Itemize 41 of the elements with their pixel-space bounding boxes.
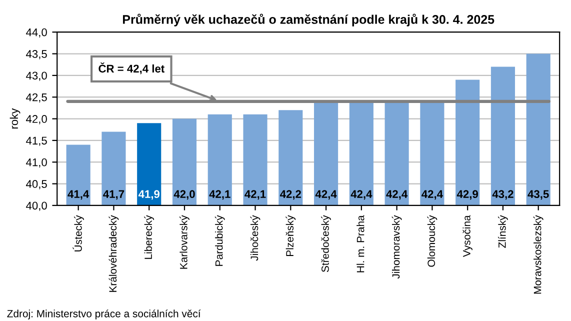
y-tick-label: 42,5 — [26, 93, 47, 103]
x-tick-label: Karlovarský — [180, 215, 190, 269]
text: Zdroj: Ministerstvo práce a sociálních věcí — [7, 310, 201, 320]
x-tick-label: Středočeský — [321, 215, 331, 272]
x-tick-label: Olomoucký — [427, 215, 438, 267]
y-tick-label: 41,0 — [26, 158, 47, 168]
chart-title: Průměrný věk uchazečů o zaměstnání podle krajů k 30. 4. 2025 — [122, 14, 494, 26]
y-tick-label: 40,0 — [26, 202, 47, 211]
data-label: 43,2 — [492, 190, 514, 200]
x-tick-label: Plzeňský — [286, 215, 296, 256]
x-tick-label: Jihočeský — [250, 215, 260, 261]
data-label: 42,4 — [315, 190, 337, 200]
data-label: 41,4 — [68, 190, 90, 200]
x-tick-label: Ústecký — [72, 215, 84, 252]
data-label: 43,5 — [528, 190, 549, 200]
data-label: 41,7 — [103, 190, 124, 200]
x-tick-label: Hl. m. Praha — [356, 215, 364, 272]
ref-line-label: ČR = 42,4 let — [98, 62, 164, 74]
data-label: 42,1 — [244, 190, 266, 200]
y-tick-label: 41,5 — [26, 136, 47, 146]
x-tick-label: Královéhradecký — [108, 215, 119, 292]
y-axis-title: roky — [10, 108, 20, 129]
data-label: 41,9 — [138, 190, 160, 200]
y-tick-label: 43,0 — [26, 72, 47, 81]
x-tick-label: Pardubický — [214, 215, 225, 266]
data-label: 42,4 — [350, 190, 372, 200]
x-tick-label: Zlínský — [498, 215, 508, 248]
data-label: 42,4 — [386, 190, 408, 200]
x-tick-label: Moravskoslezský — [533, 215, 544, 294]
data-label: 42,1 — [209, 190, 230, 200]
y-tick-label: 44,0 — [26, 28, 47, 38]
x-tick-label: Jihomoravský — [392, 215, 402, 279]
x-tick-label: Vysočina — [462, 215, 472, 257]
data-label: 42,2 — [280, 190, 302, 200]
data-label: 42,9 — [456, 190, 478, 200]
data-label: 42,4 — [422, 190, 443, 200]
y-tick-label: 42,0 — [26, 115, 47, 124]
y-tick-label: 43,5 — [26, 50, 47, 60]
data-label: 42,0 — [174, 190, 195, 200]
x-tick-label: Liberecký — [144, 215, 154, 259]
y-tick-label: 40,5 — [26, 180, 47, 190]
